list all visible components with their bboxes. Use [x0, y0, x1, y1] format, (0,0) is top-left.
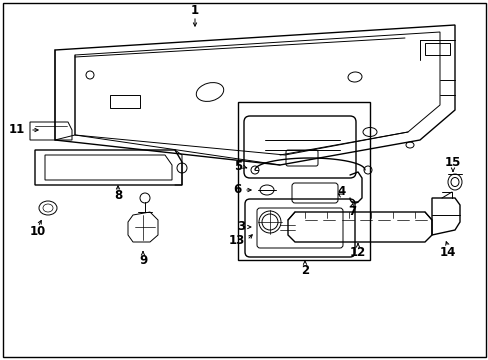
Text: 4: 4 [337, 185, 346, 198]
Text: 12: 12 [349, 246, 366, 258]
Text: 15: 15 [444, 157, 460, 170]
Text: 2: 2 [300, 264, 308, 276]
Text: 6: 6 [233, 184, 242, 197]
Text: 10: 10 [30, 225, 46, 238]
Text: 7: 7 [347, 206, 355, 219]
Text: 1: 1 [190, 4, 199, 18]
Bar [424, 43, 449, 55]
Text: 8: 8 [114, 189, 122, 202]
Text: 3: 3 [236, 220, 244, 234]
Text: 14: 14 [439, 246, 455, 258]
Text: 13: 13 [228, 234, 244, 247]
Bar [238, 102, 369, 260]
Text: 9: 9 [139, 253, 147, 266]
Text: 11: 11 [9, 123, 25, 136]
Text: 5: 5 [233, 161, 242, 174]
